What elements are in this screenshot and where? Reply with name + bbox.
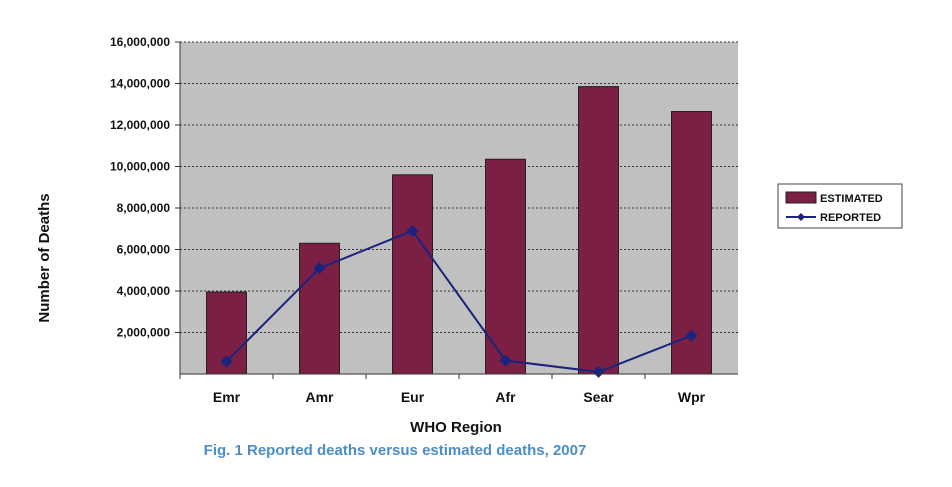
point-reported-amr <box>313 262 326 275</box>
y-tick-label: 4,000,000 <box>117 284 171 298</box>
y-axis-ticks: 2,000,000 4,000,000 6,000,000 8,000,000 10,0… <box>110 35 180 340</box>
legend-marker-reported <box>797 213 805 221</box>
y-tick-label: 6,000,000 <box>117 243 171 257</box>
x-axis-title: WHO Region <box>410 419 502 436</box>
reported-line <box>225 229 692 373</box>
point-reported-emr <box>220 355 233 368</box>
figure-caption: Fig. 1 Reported deaths versus estimated … <box>203 442 587 459</box>
y-tick-label: 10,000,000 <box>110 160 170 174</box>
y-tick-label: 14,000,000 <box>110 77 170 91</box>
legend-box <box>777 183 903 229</box>
y-tick-label: 16,000,000 <box>110 35 170 49</box>
point-reported-afr <box>499 354 512 367</box>
legend-swatch-estimated <box>785 191 817 204</box>
x-tick-label: Wpr <box>678 389 706 405</box>
x-tick-label: Eur <box>401 389 425 405</box>
x-tick-label: Amr <box>305 389 334 405</box>
point-reported-sear <box>592 365 605 378</box>
x-tick-label: Sear <box>583 389 614 405</box>
legend-label-reported: REPORTED <box>820 212 881 224</box>
point-reported-eur <box>406 224 419 237</box>
x-axis-ticks: Emr Amr Eur Afr Sear Wpr <box>179 374 706 405</box>
axes <box>179 42 738 375</box>
y-tick-label: 8,000,000 <box>117 201 171 215</box>
bar-estimated-eur <box>392 174 433 375</box>
x-tick-label: Afr <box>495 389 516 405</box>
legend: ESTIMATED REPORTED <box>777 183 903 229</box>
x-tick-label: Emr <box>213 389 241 405</box>
legend-label-estimated: ESTIMATED <box>820 193 883 205</box>
y-axis-title: Number of Deaths <box>36 193 53 322</box>
y-tick-label: 12,000,000 <box>110 118 170 132</box>
line-series-reported <box>220 224 698 378</box>
gridlines <box>180 41 738 333</box>
y-tick-label: 2,000,000 <box>117 326 171 340</box>
point-reported-wpr <box>685 329 698 342</box>
bar-estimated-sear <box>578 86 619 375</box>
